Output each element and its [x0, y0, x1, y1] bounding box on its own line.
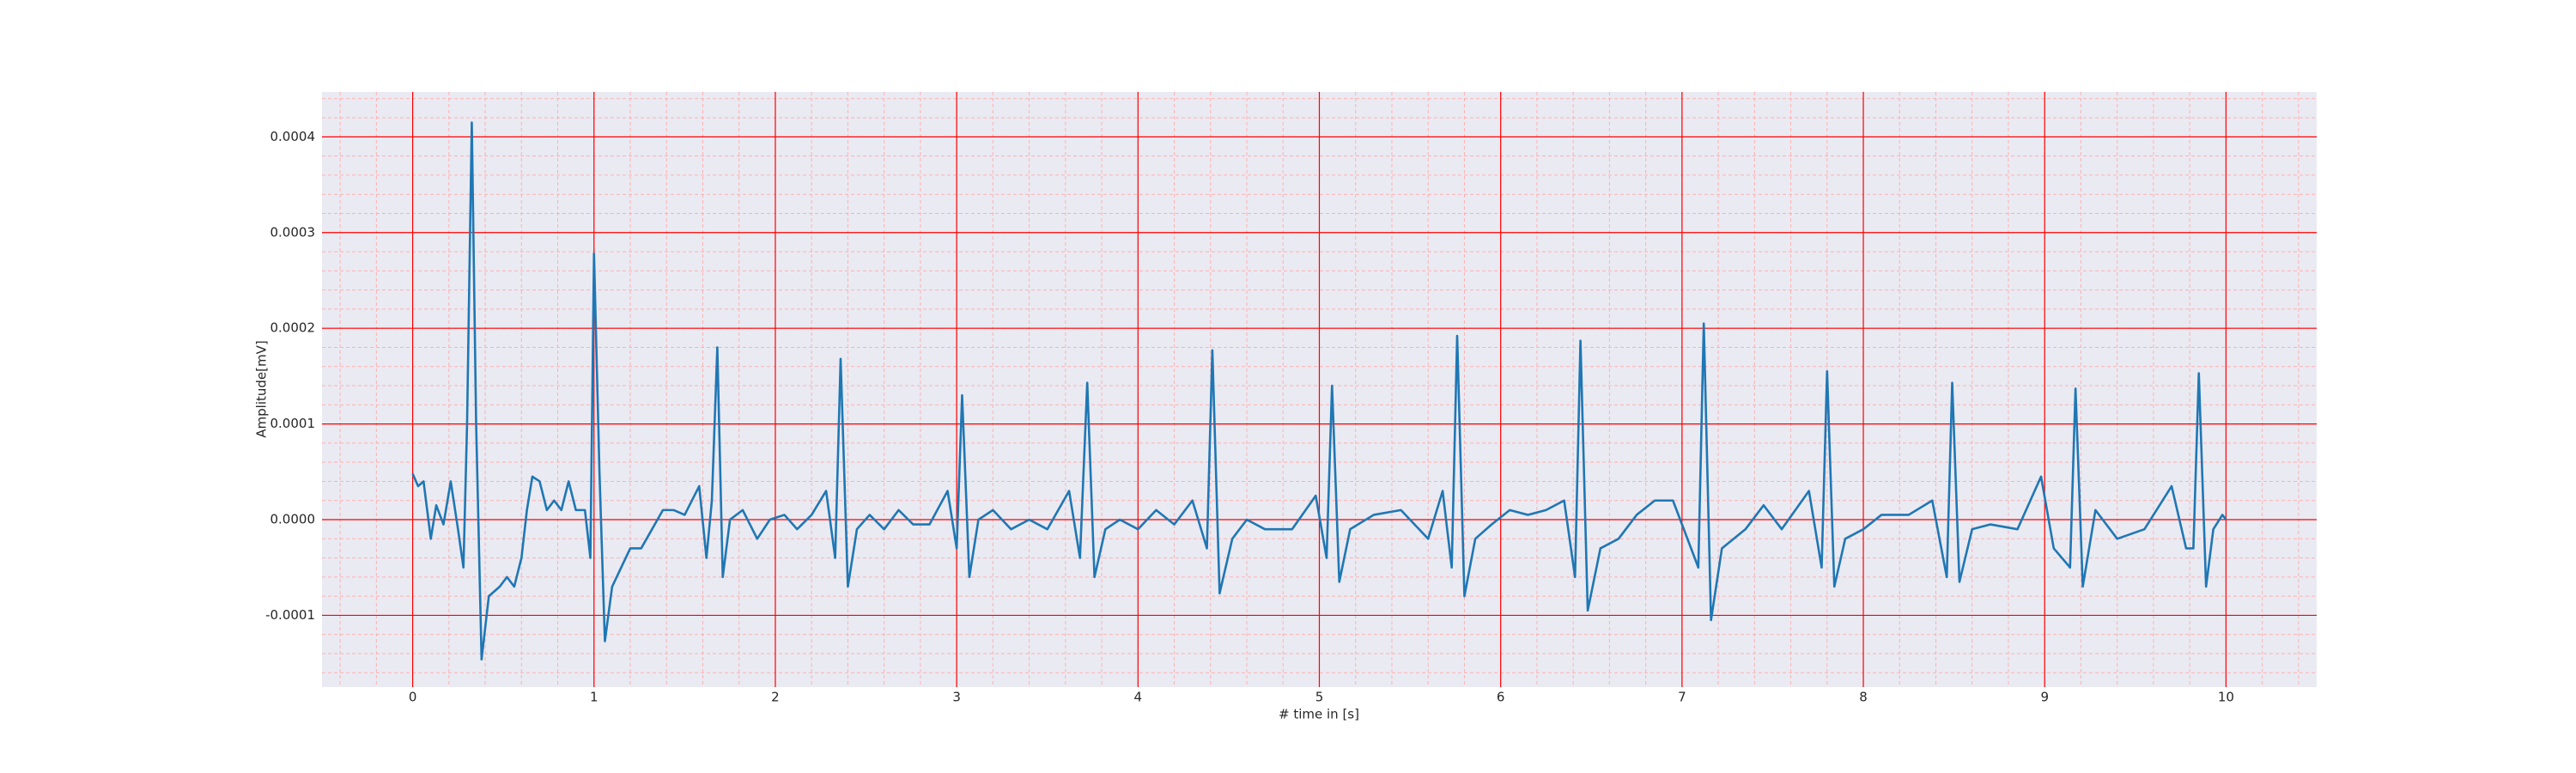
x-tick-label: 6	[1497, 690, 1505, 705]
y-tick-label: 0.0002	[270, 320, 316, 336]
y-tick-label: 0.0000	[270, 512, 316, 527]
y-tick-label: 0.0001	[270, 416, 316, 431]
x-tick-label: 2	[771, 690, 780, 705]
y-axis-label: Amplitude[mV]	[254, 340, 270, 437]
y-tick-label: 0.0003	[270, 224, 316, 240]
x-tick-label: 5	[1315, 690, 1324, 705]
x-tick-label: 4	[1134, 690, 1143, 705]
x-tick-label: 1	[590, 690, 598, 705]
x-tick-label: 0	[409, 690, 417, 705]
x-tick-label: 7	[1678, 690, 1686, 705]
y-tick-label: -0.0001	[265, 607, 315, 623]
x-tick-label: 3	[952, 690, 961, 705]
x-tick-label: 9	[2040, 690, 2049, 705]
x-tick-label: 10	[2218, 690, 2234, 705]
x-tick-label: 8	[1859, 690, 1868, 705]
y-tick-label: 0.0004	[270, 129, 316, 144]
x-axis-label: # time in [s]	[1279, 707, 1359, 722]
signal-line	[411, 121, 2227, 660]
